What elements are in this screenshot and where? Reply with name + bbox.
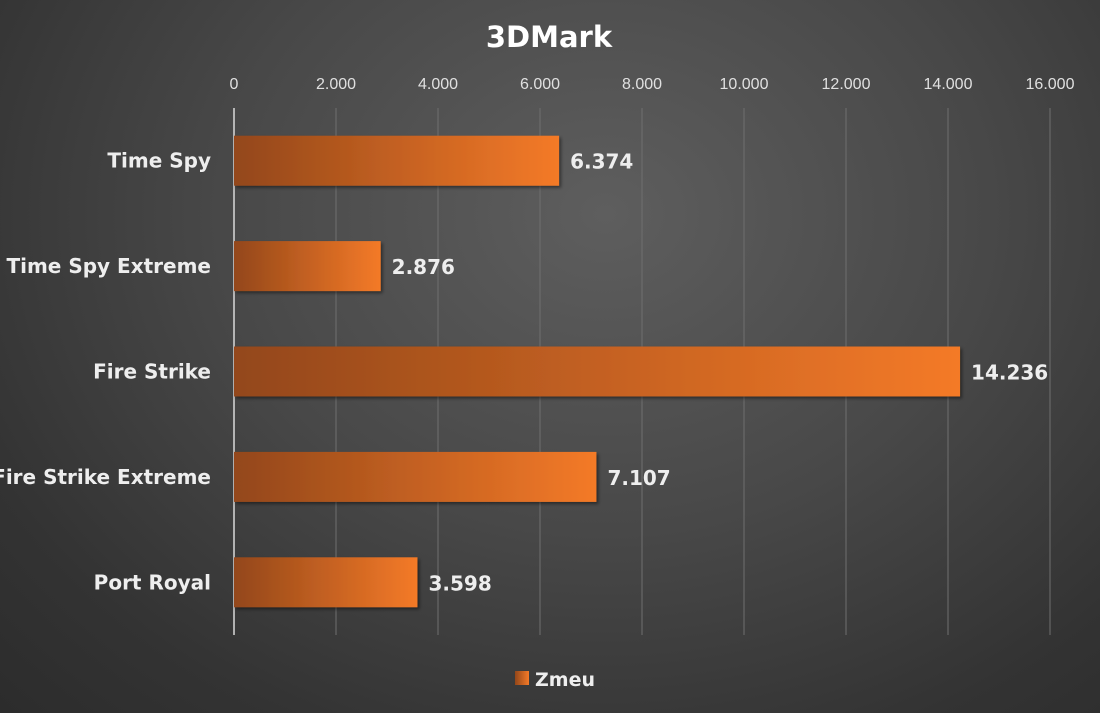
x-tick-label: 2.000 [316,76,356,93]
bar [234,346,961,397]
category-label: Port Royal [94,570,211,594]
data-label: 3.598 [428,571,491,595]
x-tick-label: 0 [230,76,239,93]
legend: Zmeu [515,669,595,691]
bar [234,241,381,292]
x-tick-label: 6.000 [520,76,560,93]
legend-label: Zmeu [535,669,595,691]
data-label: 7.107 [607,466,670,490]
legend-swatch [515,671,529,685]
chart-title: 3DMark [486,20,613,54]
x-tick-label: 4.000 [418,76,458,93]
category-label: Time Spy Extreme [6,254,211,278]
bar [234,557,418,608]
category-label: Fire Strike [93,360,211,384]
category-label: Fire Strike Extreme [0,465,211,489]
bar [234,451,597,502]
x-tick-label: 12.000 [822,76,871,93]
value-labels: 6.374 2.876 14.236 7.107 3.598 [392,150,1049,596]
data-label: 2.876 [392,255,455,279]
bar [234,135,560,186]
x-tick-label: 14.000 [924,76,973,93]
x-tick-label: 10.000 [720,76,769,93]
x-tick-label: 16.000 [1026,76,1075,93]
x-axis-ticks: 0 2.000 4.000 6.000 8.000 10.000 12.000 14.000 1… [230,76,1075,93]
data-label: 6.374 [570,150,633,174]
x-tick-label: 8.000 [622,76,662,93]
category-labels: Time Spy Time Spy Extreme Fire Strike Fire … [0,149,211,595]
bars [234,135,961,608]
category-label: Time Spy [107,149,211,173]
data-label: 14.236 [971,361,1048,385]
